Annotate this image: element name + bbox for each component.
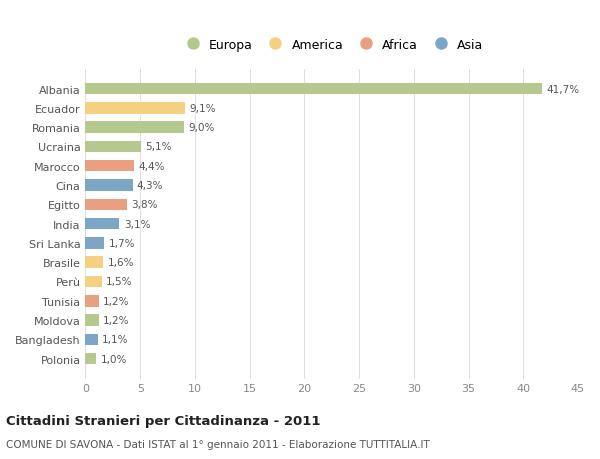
Bar xyxy=(85,295,98,307)
Text: 41,7%: 41,7% xyxy=(546,84,580,94)
Text: 1,1%: 1,1% xyxy=(102,335,128,345)
Bar xyxy=(85,141,141,153)
Bar xyxy=(85,122,184,134)
Bar xyxy=(85,276,102,288)
Text: 1,2%: 1,2% xyxy=(103,296,130,306)
Bar xyxy=(85,180,133,191)
Text: 5,1%: 5,1% xyxy=(146,142,172,152)
Text: 1,6%: 1,6% xyxy=(107,257,134,268)
Bar xyxy=(85,84,542,95)
Text: 1,0%: 1,0% xyxy=(101,354,127,364)
Text: 9,0%: 9,0% xyxy=(188,123,215,133)
Bar xyxy=(85,161,134,172)
Text: 4,3%: 4,3% xyxy=(137,180,163,190)
Text: 1,7%: 1,7% xyxy=(109,238,135,248)
Bar xyxy=(85,238,104,249)
Text: Cittadini Stranieri per Cittadinanza - 2011: Cittadini Stranieri per Cittadinanza - 2… xyxy=(6,414,320,428)
Text: 3,1%: 3,1% xyxy=(124,219,150,229)
Bar xyxy=(85,218,119,230)
Bar xyxy=(85,353,97,364)
Text: 1,5%: 1,5% xyxy=(106,277,133,287)
Text: 1,2%: 1,2% xyxy=(103,315,130,325)
Bar xyxy=(85,314,98,326)
Bar xyxy=(85,334,98,346)
Text: 4,4%: 4,4% xyxy=(138,162,164,171)
Legend: Europa, America, Africa, Asia: Europa, America, Africa, Asia xyxy=(181,39,483,51)
Text: 9,1%: 9,1% xyxy=(190,104,216,113)
Text: COMUNE DI SAVONA - Dati ISTAT al 1° gennaio 2011 - Elaborazione TUTTITALIA.IT: COMUNE DI SAVONA - Dati ISTAT al 1° genn… xyxy=(6,440,430,449)
Bar xyxy=(85,199,127,211)
Bar xyxy=(85,103,185,114)
Text: 3,8%: 3,8% xyxy=(131,200,158,210)
Bar xyxy=(85,257,103,269)
